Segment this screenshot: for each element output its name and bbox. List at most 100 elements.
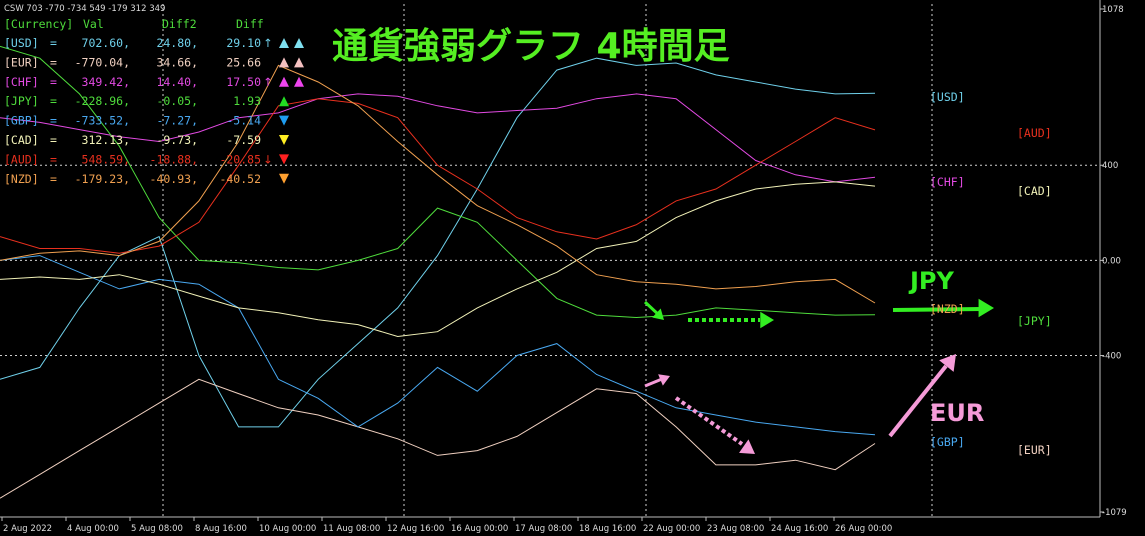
arrowhead-icon (760, 311, 774, 329)
series-label-gbp: [GBP] (930, 435, 965, 449)
arrowhead-icon (739, 439, 755, 454)
table-arrow: ↑ (263, 36, 273, 50)
jpy-annotation-label: JPY (908, 267, 955, 295)
trend-triangle-icon (294, 76, 304, 87)
table-equals: = (50, 75, 57, 89)
table-diff2: 24.80, (156, 36, 198, 50)
table-code: [GBP] (4, 114, 39, 128)
x-tick-label: 11 Aug 08:00 (323, 524, 380, 534)
series-label-jpy: [JPY] (1017, 314, 1052, 328)
table-header-cell: Val (83, 17, 104, 31)
table-code: [CAD] (4, 133, 39, 147)
trend-triangle-icon (279, 173, 289, 184)
trend-triangle-icon (294, 38, 304, 48)
series-label-cad: [CAD] (1017, 184, 1052, 198)
x-tick-label: 2 Aug 2022 (3, 524, 52, 534)
table-diff: -7.59 (226, 133, 261, 147)
table-val: 349.42, (82, 75, 130, 89)
table-code: [JPY] (4, 94, 39, 108)
trend-triangle-icon (279, 38, 289, 48)
table-code: [AUD] (4, 152, 39, 166)
y-tick-label: 400 (1102, 161, 1118, 171)
x-tick-label: 26 Aug 00:00 (835, 524, 892, 534)
series-label-nzd: [NZD] (930, 302, 965, 316)
x-tick-label: 5 Aug 08:00 (131, 524, 183, 534)
trend-triangle-icon (279, 135, 289, 145)
jpy-big-arrow-icon (892, 307, 983, 312)
trend-triangle-icon (279, 57, 289, 68)
axes (0, 0, 1101, 518)
table-diff2: -7.27, (156, 114, 198, 128)
table-equals: = (50, 55, 57, 69)
trend-triangle-icon (279, 115, 289, 126)
table-diff: -40.52 (219, 172, 261, 186)
x-tick-label: 24 Aug 16:00 (771, 524, 828, 534)
table-equals: = (50, 36, 57, 50)
table-header-cell: Diff2 (162, 17, 197, 31)
chart-title: 通貨強弱グラフ 4時間足 (332, 26, 730, 67)
series-line-usd (0, 57, 876, 428)
arrowhead-icon (978, 298, 994, 318)
table-header-cell: [Currency] (4, 17, 73, 31)
currency-table: [Currency] Val Diff2 Diff [USD] = 702.60, 24.80… (4, 17, 304, 186)
trend-triangle-icon (279, 154, 289, 165)
header-text: CSW 703 -770 -734 549 -179 312 349 (4, 4, 165, 14)
table-val: -733.52, (75, 114, 130, 128)
trend-triangle-icon (279, 76, 289, 87)
x-tick-label: 17 Aug 08:00 (515, 524, 572, 534)
y-tick-label: 1078 (1102, 5, 1124, 15)
series-line-chf (0, 93, 876, 183)
x-tick-label: 12 Aug 16:00 (387, 524, 444, 534)
arrowhead-icon (939, 354, 956, 372)
table-arrow: ↑ (263, 75, 273, 89)
table-val: 702.60, (82, 36, 130, 50)
table-code: [EUR] (4, 55, 39, 69)
series-label-aud: [AUD] (1017, 126, 1052, 140)
table-diff: 25.66 (226, 55, 261, 69)
y-tick-labels: 1078 400 0.00 -400 -1079 (1100, 5, 1127, 518)
right-series-labels: [USD] [AUD] [CHF] [CAD] [NZD] [JPY] [GBP] [EUR] (930, 90, 1052, 457)
table-equals: = (50, 172, 57, 186)
table-val: -770.04, (75, 55, 130, 69)
table-val: 548.59, (82, 152, 130, 166)
x-tick-label: 23 Aug 08:00 (707, 524, 764, 534)
eur-annotation-label: EUR (930, 399, 984, 427)
series-label-usd: [USD] (930, 90, 965, 104)
trend-triangle-icon (279, 96, 289, 107)
series-line-gbp (0, 255, 876, 436)
table-diff: -20.85 (219, 152, 261, 166)
series-line-cad (0, 181, 876, 338)
table-equals: = (50, 94, 57, 108)
eur-big-arrow-icon (888, 364, 948, 438)
trend-triangle-icon (294, 57, 304, 68)
table-diff2: -9.73, (156, 133, 198, 147)
table-header-cell: Diff (236, 17, 264, 31)
series-lines (0, 45, 876, 499)
series-line-nzd (0, 64, 876, 304)
x-tick-label: 22 Aug 00:00 (643, 524, 700, 534)
table-diff2: 34.66, (156, 55, 198, 69)
x-tick-label: 4 Aug 00:00 (67, 524, 119, 534)
table-val: -179.23, (75, 172, 130, 186)
series-line-eur (0, 378, 876, 499)
table-diff2: -40.93, (150, 172, 198, 186)
table-code: [NZD] (4, 172, 39, 186)
series-line-aud (0, 98, 876, 254)
annotation-arrows (643, 298, 994, 454)
table-arrow: ↓ (263, 152, 273, 166)
table-val: -228.96, (75, 94, 130, 108)
table-diff: 1.93 (233, 94, 261, 108)
table-diff2: -0.05, (156, 94, 198, 108)
x-tick-label: 10 Aug 00:00 (259, 524, 316, 534)
x-tick-label: 16 Aug 00:00 (451, 524, 508, 534)
x-tick-label: 8 Aug 16:00 (195, 524, 247, 534)
eur-arrow-icon (644, 377, 663, 388)
x-tick-label: 18 Aug 16:00 (579, 524, 636, 534)
arrowhead-icon (652, 308, 664, 320)
table-diff: 29.10 (226, 36, 261, 50)
y-tick-label: 0.00 (1102, 256, 1121, 266)
table-val: 312.13, (82, 133, 130, 147)
series-label-eur: [EUR] (1017, 443, 1052, 457)
table-code: [USD] (4, 36, 39, 50)
